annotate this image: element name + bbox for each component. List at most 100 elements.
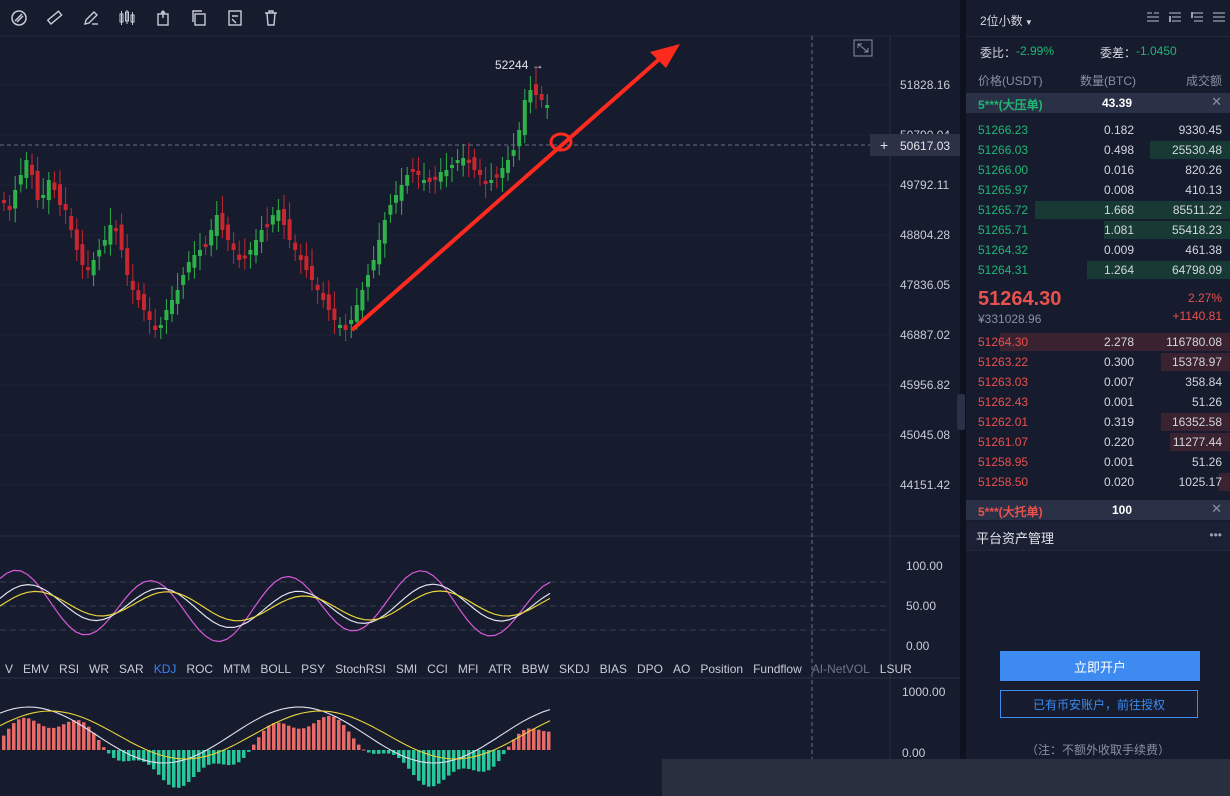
tab-mfi[interactable]: MFI [457,662,479,676]
macd-bar [262,730,266,750]
ask-row[interactable]: 51264.31 1.264 64798.09 [966,260,1230,280]
kdj-axis-label: 50.00 [906,599,936,613]
magnet-icon[interactable] [8,7,30,29]
candle-body [170,300,174,315]
tab-wr[interactable]: WR [89,662,110,676]
bid-row[interactable]: 51262.01 0.319 16352.58 [966,412,1230,432]
tab-skdj[interactable]: SKDJ [558,662,590,676]
ask-row[interactable]: 51266.03 0.498 25530.48 [966,140,1230,160]
bid-row[interactable]: 51263.22 0.300 15378.97 [966,352,1230,372]
candle-body [242,255,247,259]
row-price: 51262.43 [978,395,1029,409]
ask-row[interactable]: 51266.23 0.182 9330.45 [966,120,1230,140]
ask-row[interactable]: 51265.72 1.668 85511.22 [966,200,1230,220]
candle-body [214,215,219,236]
export-icon[interactable] [152,7,174,29]
note-icon[interactable] [224,7,246,29]
tab-ao[interactable]: AO [673,662,691,676]
grid-lines [0,84,890,631]
splitter-handle[interactable] [957,394,965,430]
candle-body [472,157,477,170]
depth-bar [1161,413,1230,431]
tab-atr[interactable]: ATR [488,662,512,676]
tab-bbw[interactable]: BBW [521,662,549,676]
row-total: 11277.44 [1172,435,1222,449]
tab-dpo[interactable]: DPO [637,662,664,676]
macd-bar [422,750,426,785]
bid-row[interactable]: 51262.43 0.001 51.26 [966,392,1230,412]
close-icon[interactable]: ✕ [1211,501,1222,516]
big-bid-row[interactable]: 5***(大托单) 100 ✕ [966,500,1230,520]
macd-bar [132,750,136,761]
copy-icon[interactable] [188,7,210,29]
tab-bias[interactable]: BIAS [599,662,627,676]
ratio-value: -2.99% [1016,44,1055,58]
authorize-button[interactable]: 已有币安账户，前往授权 [1000,690,1198,718]
open-account-button[interactable]: 立即开户 [1000,651,1200,681]
bid-row[interactable]: 51258.50 0.020 1025.17 [966,472,1230,492]
ruler-icon[interactable] [44,7,66,29]
tab-psy[interactable]: PSY [301,662,326,676]
macd-bar [47,727,51,750]
ask-row[interactable]: 51265.97 0.008 410.13 [966,180,1230,200]
price-chart[interactable]: 51828.1650790.0449792.1148804.2847836.05… [0,0,960,796]
bid-row[interactable]: 51258.95 0.001 51.26 [966,452,1230,472]
row-total: 51.26 [1191,455,1222,469]
bid-row[interactable]: 51264.30 2.278 116780.08 [966,332,1230,352]
bid-row[interactable]: 51261.07 0.220 11277.44 [966,432,1230,452]
tab-fundflow[interactable]: Fundflow [753,662,802,676]
candle-body [74,229,79,250]
tab-cci[interactable]: CCI [427,662,448,676]
fullscreen-icon[interactable] [853,39,873,57]
candle-body [455,160,460,163]
close-icon[interactable]: ✕ [1211,94,1222,109]
macd-dea-line [0,710,551,760]
more-icon[interactable]: ••• [1209,528,1222,542]
ask-row[interactable]: 51265.71 1.081 55418.23 [966,220,1230,240]
row-total: 1025.17 [1178,475,1222,489]
macd-bar [282,723,286,750]
candle-body [293,242,298,250]
view-bids-icon[interactable] [1190,10,1204,24]
decimals-select[interactable]: 2位小数 ▼ [980,12,1033,29]
ask-row[interactable]: 51266.00 0.016 820.26 [966,160,1230,180]
tab-boll[interactable]: BOLL [260,662,292,676]
view-asks-icon[interactable] [1168,10,1182,24]
tab-sar[interactable]: SAR [119,662,144,676]
candle-body [265,224,270,228]
tab-smi[interactable]: SMI [395,662,418,676]
candle-body [422,180,426,183]
col-total: 成交额 [1185,74,1222,88]
row-qty: 0.319 [1103,415,1134,429]
candle-body [136,290,141,300]
macd-bar [272,723,276,750]
chart-area[interactable]: 51828.1650790.0449792.1148804.2847836.05… [0,0,960,796]
tab-emv[interactable]: EMV [23,662,50,676]
view-list-icon[interactable] [1212,10,1226,24]
tab-stochrsi[interactable]: StochRSI [335,662,386,676]
tab-lsur[interactable]: LSUR [879,662,912,676]
trend-arrow-annotation[interactable] [350,44,680,332]
row-total: 25530.48 [1171,143,1222,157]
tab-rsi[interactable]: RSI [59,662,80,676]
big-ask-row[interactable]: 5***(大压单) 43.39 ✕ [966,93,1230,113]
macd-bar [37,723,41,750]
trash-icon[interactable] [260,7,282,29]
candle-body [2,200,6,203]
tab-kdj[interactable]: KDJ [153,662,177,676]
tab-roc[interactable]: ROC [186,662,214,676]
bid-row[interactable]: 51263.03 0.007 358.84 [966,372,1230,392]
macd-bar [247,750,251,752]
tab-ai-netvol[interactable]: AI-NetVOL [811,662,870,676]
ask-row[interactable]: 51264.32 0.009 461.38 [966,240,1230,260]
pencil-icon[interactable] [80,7,102,29]
tab-mtm[interactable]: MTM [223,662,251,676]
tab-position[interactable]: Position [700,662,744,676]
view-both-icon[interactable] [1146,10,1160,24]
candles-icon[interactable] [116,7,138,29]
macd-bar [162,750,166,781]
crosshair-price-label: 50617.03 [900,139,950,153]
tab-v[interactable]: V [5,662,14,676]
crosshair-plus[interactable]: + [880,137,888,153]
candle-body [209,230,214,246]
